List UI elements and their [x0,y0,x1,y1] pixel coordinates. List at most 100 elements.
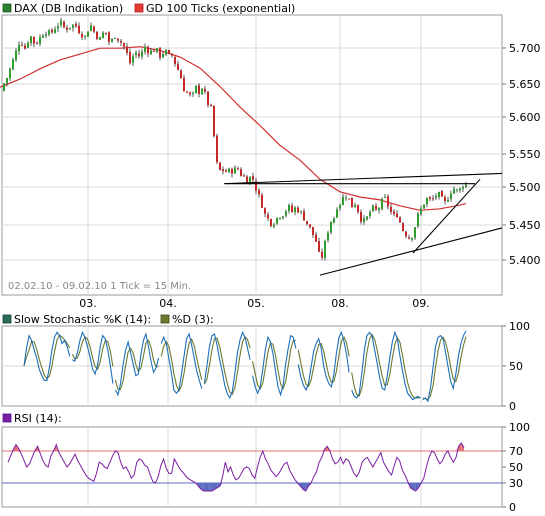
rsi-y-tick-label: 70 [509,445,523,458]
candle-down [231,168,233,174]
candle-up [447,199,449,202]
stochastic-k-line [203,330,251,400]
stoch-d-legend-label: %D (3): [172,313,214,326]
candle-up [336,209,338,218]
candle-up [27,42,29,48]
candle-up [366,216,368,220]
candle-up [192,92,194,94]
candle-up [6,78,8,84]
candle-up [15,50,17,61]
candle-down [321,251,323,258]
rsi-plot-area [1,426,503,508]
stochastic-k-line [297,330,350,392]
candle-up [99,37,101,40]
stochastic-y-axis: 100 50 0 [502,320,530,413]
x-tick-label: 04. [159,297,177,310]
candle-down [396,213,398,218]
candle-down [207,91,209,106]
trend-line [412,178,481,254]
price-y-axis: 5.700 5.650 5.600 5.550 5.500 5.450 5.400 [502,42,541,267]
stochastic-k-line [252,334,297,397]
candle-down [174,56,176,64]
stochastic-panel: Slow Stochastic %K (14): %D (3): 100 50 0 [1,313,530,413]
candle-down [138,53,140,57]
candle-down [393,211,395,215]
candle-down [402,223,404,231]
candle-down [351,197,353,208]
candle-up [423,204,425,209]
candle-down [306,221,308,224]
rsi-oversold-fill [203,483,207,491]
stochastic-lines [23,330,467,403]
rsi-legend: RSI (14): [2,412,62,425]
chart-info-text: 02.02.10 - 09.02.10 1 Tick = 15 Min. [8,281,191,292]
candle-down [51,29,53,33]
candle-down [267,214,269,219]
candle-up [327,232,329,241]
candle-down [186,91,188,93]
candle-down [180,70,182,79]
candle-up [381,198,383,210]
candle-up [249,176,251,184]
rsi-oversold-fill [303,483,306,491]
candle-down [297,207,299,213]
candle-up [342,196,344,206]
candle-down [183,77,185,92]
candle-down [120,41,122,43]
stochastic-k-line [23,331,71,381]
candle-up [144,46,146,52]
candle-up [330,221,332,233]
candle-up [420,208,422,215]
price-y-tick-label: 5.400 [509,254,541,267]
rsi-oversold-fill [413,483,416,491]
candle-up [288,204,290,211]
candle-up [273,224,275,227]
candle-down [252,176,254,180]
candle-up [90,25,92,31]
rsi-oversold-fill [211,483,215,491]
candle-up [12,59,14,70]
candle-up [465,184,467,187]
candle-down [312,226,314,235]
candle-up [456,189,458,191]
candle-down [204,88,206,92]
stochastic-d-line [297,336,350,388]
candle-up [300,211,302,213]
candle-up [363,218,365,223]
stochastic-d-line [422,336,467,401]
trend-lines [223,172,503,276]
rsi-oversold-fill [201,483,204,491]
candle-down [225,170,227,172]
candle-up [132,56,134,63]
candle-up [417,213,419,227]
candle-down [210,104,212,106]
candle-down [75,23,77,27]
candle-up [45,34,47,36]
candle-up [60,20,62,26]
trend-line [223,172,503,185]
rsi-y-axis: 100 70 50 30 0 [502,421,530,514]
stochastic-y-tick-label: 50 [509,360,523,373]
candle-down [105,32,107,34]
candle-down [255,180,257,191]
candle-up [69,27,71,29]
candle-down [66,27,68,30]
candle-down [375,205,377,210]
candle-down [246,176,248,183]
ema-legend-label: GD 100 Ticks (exponential) [146,2,295,15]
candle-down [390,206,392,213]
candle-down [177,63,179,70]
price-y-tick-label: 5.600 [509,111,541,124]
stochastic-legend: Slow Stochastic %K (14): %D (3): [2,313,214,326]
price-legend: DAX (DB Indikation) GD 100 Ticks (expone… [2,2,295,15]
candle-down [96,31,98,39]
rsi-oversold-fill [206,483,210,491]
candle-up [195,85,197,94]
candle-down [123,42,125,47]
candle-up [114,38,116,40]
candle-up [282,216,284,219]
candle-up [48,30,50,35]
candle-down [243,175,245,177]
candle-up [30,36,32,44]
candle-down [291,205,293,212]
